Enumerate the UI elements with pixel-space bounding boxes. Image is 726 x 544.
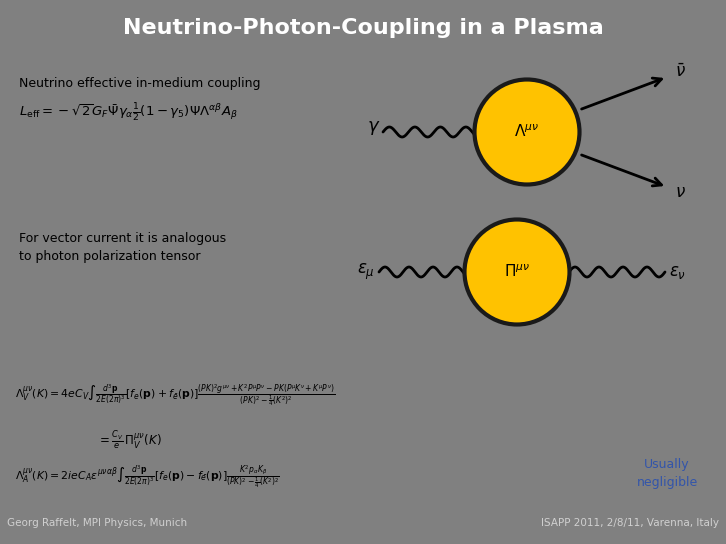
Text: Usually: Usually	[644, 458, 690, 471]
Text: $L_{\mathrm{eff}} = -\sqrt{2}G_F\bar{\Psi}\gamma_\alpha \frac{1}{2}(1-\gamma_5)\: $L_{\mathrm{eff}} = -\sqrt{2}G_F\bar{\Ps…	[19, 102, 237, 124]
Ellipse shape	[475, 79, 579, 184]
Text: Neutrino effective in-medium coupling: Neutrino effective in-medium coupling	[19, 77, 261, 90]
Text: Georg Raffelt, MPI Physics, Munich: Georg Raffelt, MPI Physics, Munich	[7, 518, 187, 528]
Text: negligible: negligible	[637, 476, 698, 489]
Text: $\Lambda_A^{\mu\nu}(K) = 2ieC_A\epsilon^{\mu\nu\alpha\beta}\int \frac{d^3\mathbf: $\Lambda_A^{\mu\nu}(K) = 2ieC_A\epsilon^…	[15, 463, 280, 490]
Text: $\epsilon_\nu$: $\epsilon_\nu$	[669, 263, 686, 281]
Text: $\gamma$: $\gamma$	[367, 119, 380, 137]
Text: $\Pi^{\mu\nu}$: $\Pi^{\mu\nu}$	[504, 264, 530, 280]
Text: to photon polarization tensor: to photon polarization tensor	[19, 250, 200, 263]
Text: $\Lambda_V^{\mu\nu}(K) = 4eC_V\int \frac{d^3\mathbf{p}}{2E(2\pi)^3}[f_e(\mathbf{: $\Lambda_V^{\mu\nu}(K) = 4eC_V\int \frac…	[15, 383, 335, 409]
Text: ISAPP 2011, 2/8/11, Varenna, Italy: ISAPP 2011, 2/8/11, Varenna, Italy	[541, 518, 719, 528]
Text: $\bar{\nu}$: $\bar{\nu}$	[675, 63, 686, 81]
Text: $\Lambda^{\mu\nu}$: $\Lambda^{\mu\nu}$	[515, 123, 539, 140]
Text: $\epsilon_\mu$: $\epsilon_\mu$	[357, 262, 375, 282]
Text: $\nu$: $\nu$	[675, 183, 686, 201]
Text: For vector current it is analogous: For vector current it is analogous	[19, 232, 226, 245]
Text: $= \frac{C_V}{e}\,\Pi_V^{\mu\nu}(K)$: $= \frac{C_V}{e}\,\Pi_V^{\mu\nu}(K)$	[97, 430, 162, 452]
Ellipse shape	[465, 219, 569, 325]
Text: Neutrino-Photon-Coupling in a Plasma: Neutrino-Photon-Coupling in a Plasma	[123, 17, 603, 38]
